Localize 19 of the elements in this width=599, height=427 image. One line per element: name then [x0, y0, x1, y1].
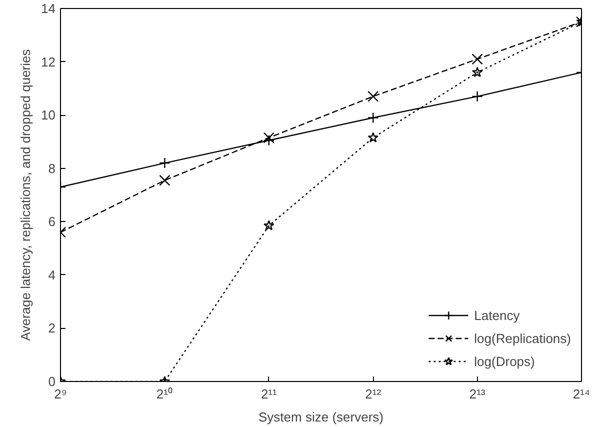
y-tick-label: 12 — [41, 54, 56, 70]
y-tick-label: 0 — [48, 374, 56, 389]
y-tick-label: 14 — [41, 1, 56, 16]
legend-label: log(Replications) — [474, 330, 571, 346]
x-tick-label: 2¹⁰ — [156, 386, 173, 402]
y-tick-label: 6 — [48, 214, 56, 230]
y-tick-label: 4 — [48, 267, 56, 282]
legend-label: log(Drops) — [474, 354, 535, 368]
x-tick-label: 2¹¹ — [260, 386, 278, 402]
x-axis-title: System size (servers) — [258, 410, 384, 424]
y-tick-label: 10 — [41, 108, 56, 123]
y-axis-title: Average latency, replications, and dropped queries — [18, 48, 34, 341]
x-tick-label: 2¹² — [365, 386, 382, 402]
y-tick-label: 2 — [48, 320, 56, 336]
x-tick-label: 2⁹ — [54, 386, 67, 402]
y-tick-label: 8 — [48, 160, 56, 176]
x-tick-label: 2¹³ — [469, 386, 486, 402]
legend-label: Latency — [474, 308, 520, 322]
x-tick-label: 2¹⁴ — [572, 386, 590, 402]
